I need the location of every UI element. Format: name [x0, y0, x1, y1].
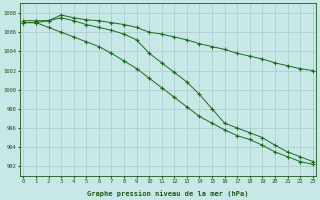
- X-axis label: Graphe pression niveau de la mer (hPa): Graphe pression niveau de la mer (hPa): [87, 190, 249, 197]
